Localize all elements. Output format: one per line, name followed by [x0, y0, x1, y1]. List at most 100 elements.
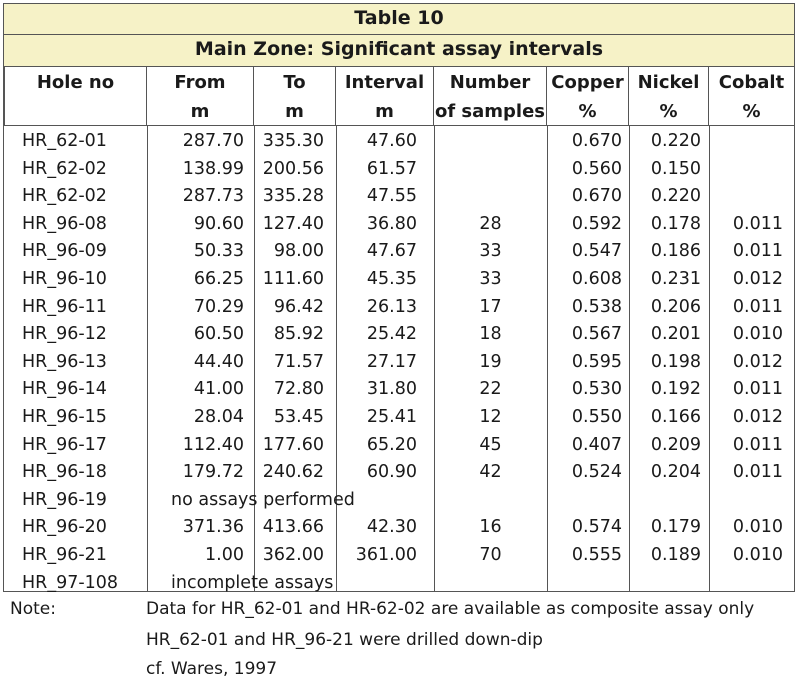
cell-to: 362.00: [262, 545, 324, 565]
cell-from: 112.40: [182, 434, 244, 455]
cell-to: 177.60: [262, 434, 324, 455]
cell-samples: [434, 127, 547, 155]
row-note: no assays performed: [171, 489, 355, 510]
cell-copper: 0.608: [571, 269, 622, 289]
cell-copper: 0.670: [571, 131, 622, 151]
cell-samples: [434, 155, 547, 183]
table-row: HR_96-09 50.33 98.00 47.67 33 0.547 0.186 0.011: [4, 237, 794, 265]
cell-hole: HR_62-02: [22, 186, 107, 207]
cell-to: 111.60: [262, 269, 324, 289]
cell-copper: 0.547: [571, 241, 622, 262]
column-header-samples-line1: Number: [449, 72, 531, 93]
cell-hole: HR_97-108: [22, 572, 119, 593]
cell-nickel: 0.220: [650, 131, 701, 151]
table-row: HR_96-20 371.36 413.66 42.30 16 0.574 0.179 0.0…: [4, 513, 794, 541]
cell-hole: HR_96-19: [22, 489, 107, 510]
cell-hole: HR_96-13: [22, 351, 107, 372]
cell-from: 1.00: [205, 545, 244, 565]
cell-from: 41.00: [193, 379, 244, 400]
note-line-1: Data for HR_62-01 and HR-62-02 are avail…: [146, 599, 755, 619]
cell-from: 66.25: [193, 269, 244, 289]
column-divider: [709, 126, 710, 592]
cell-copper: 0.524: [571, 462, 622, 483]
cell-from: 70.29: [193, 296, 244, 317]
cell-hole: HR_96-20: [22, 517, 107, 538]
cell-cobalt: 0.011: [732, 379, 783, 400]
cell-interval: 47.67: [366, 241, 417, 262]
cell-cobalt: 0.012: [732, 351, 783, 372]
cell-interval: 27.17: [366, 351, 417, 372]
cell-samples: 70: [479, 545, 502, 565]
table-row: HR_96-12 60.50 85.92 25.42 18 0.567 0.201 0.010: [4, 320, 794, 348]
row-note: incomplete assays: [171, 572, 334, 593]
cell-interval: 42.30: [366, 517, 417, 538]
cell-nickel: 0.178: [650, 213, 701, 234]
cell-nickel: 0.206: [650, 296, 701, 317]
cell-cobalt: 0.012: [732, 407, 783, 427]
column-divider: [434, 126, 435, 592]
cell-hole: HR_62-01: [22, 131, 107, 151]
cell-to: 71.57: [273, 351, 324, 372]
cell-hole: HR_62-02: [22, 158, 107, 179]
cell-from: 179.72: [182, 462, 244, 483]
column-header-nickel-line1: Nickel: [637, 72, 700, 93]
note-line-3: cf. Wares, 1997: [146, 659, 278, 679]
cell-interval: 361.00: [355, 545, 417, 565]
cell-to: 85.92: [273, 324, 324, 345]
cell-nickel: 0.166: [650, 407, 701, 427]
cell-samples: 42: [479, 462, 502, 483]
cell-hole: HR_96-10: [22, 269, 107, 289]
cell-cobalt: 0.011: [732, 241, 783, 262]
cell-nickel: 0.201: [650, 324, 701, 345]
cell-hole: HR_96-18: [22, 462, 107, 483]
cell-nickel: 0.198: [650, 351, 701, 372]
cell-to: 335.28: [262, 186, 324, 207]
table-row: HR_96-19 no assays performed: [4, 486, 794, 514]
cell-samples: 19: [479, 351, 502, 372]
cell-copper: 0.555: [571, 545, 622, 565]
table-row: HR_96-11 70.29 96.42 26.13 17 0.538 0.206 0.011: [4, 293, 794, 321]
cell-cobalt: 0.011: [732, 434, 783, 455]
table-row: HR_62-02 287.73 335.28 47.55 0.670 0.220: [4, 182, 794, 210]
column-header-nickel: Nickel%: [629, 66, 709, 126]
table-row: HR_96-10 66.25 111.60 45.35 33 0.608 0.231 0.01…: [4, 265, 794, 293]
column-header-from-line2: m: [190, 101, 210, 122]
table-row: HR_96-08 90.60 127.40 36.80 28 0.592 0.178 0.01…: [4, 210, 794, 238]
cell-copper: 0.407: [571, 434, 622, 455]
cell-samples: 17: [479, 296, 502, 317]
cell-cobalt: 0.011: [732, 296, 783, 317]
cell-nickel: 0.231: [650, 269, 701, 289]
table-title: Table 10: [3, 3, 795, 36]
column-header-cobalt: Cobalt%: [709, 66, 795, 126]
table-row: HR_96-14 41.00 72.80 31.80 22 0.530 0.192 0.011: [4, 375, 794, 403]
column-header-cobalt-line1: Cobalt: [718, 72, 785, 93]
column-header-nickel-line2: %: [659, 101, 678, 122]
table-subtitle: Main Zone: Significant assay intervals: [3, 34, 795, 67]
cell-interval: 45.35: [366, 269, 417, 289]
cell-samples: 12: [479, 407, 502, 427]
cell-hole: HR_96-12: [22, 324, 107, 345]
cell-interval: 47.55: [366, 186, 417, 207]
column-header-to-line2: m: [285, 101, 304, 122]
cell-cobalt: [709, 155, 783, 183]
cell-from: 138.99: [182, 158, 244, 179]
cell-nickel: 0.209: [650, 434, 701, 455]
column-header-samples-line2: of samples: [434, 101, 546, 122]
column-header-to-line1: To: [283, 72, 306, 93]
cell-to: 413.66: [262, 517, 324, 538]
column-divider: [547, 126, 548, 592]
cell-nickel: 0.150: [650, 158, 701, 179]
column-header-cobalt-line2: %: [742, 101, 761, 122]
cell-interval: 36.80: [366, 213, 417, 234]
column-divider: [629, 126, 630, 592]
cell-from: 44.40: [193, 351, 244, 372]
cell-nickel: 0.220: [650, 186, 701, 207]
cell-interval: 65.20: [366, 434, 417, 455]
table-row: HR_96-17 112.40 177.60 65.20 45 0.407 0.209 0.0…: [4, 431, 794, 459]
column-header-hole-line1: Hole no: [36, 72, 115, 93]
cell-to: 240.62: [262, 462, 324, 483]
table-row: HR_62-01 287.70 335.30 47.60 0.670 0.220: [4, 127, 794, 155]
cell-nickel: 0.204: [650, 462, 701, 483]
cell-nickel: 0.192: [650, 379, 701, 400]
table-row: HR_96-18 179.72 240.62 60.90 42 0.524 0.204 0.0…: [4, 458, 794, 486]
